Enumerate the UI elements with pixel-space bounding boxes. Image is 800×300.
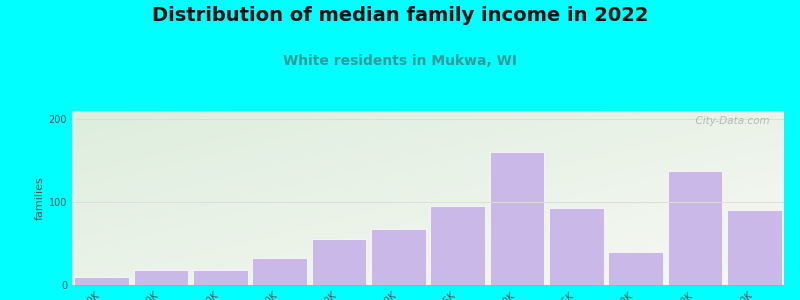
Bar bbox=[549, 208, 604, 285]
Bar bbox=[430, 206, 485, 285]
Bar bbox=[608, 252, 663, 285]
Bar bbox=[252, 259, 307, 285]
Bar bbox=[134, 270, 188, 285]
Y-axis label: families: families bbox=[34, 176, 45, 220]
Bar bbox=[727, 210, 782, 285]
Bar bbox=[668, 171, 722, 285]
Text: City-Data.com: City-Data.com bbox=[689, 116, 770, 126]
Bar bbox=[74, 277, 129, 285]
Bar bbox=[312, 239, 366, 285]
Bar bbox=[193, 270, 248, 285]
Bar bbox=[490, 152, 544, 285]
Text: White residents in Mukwa, WI: White residents in Mukwa, WI bbox=[283, 54, 517, 68]
Bar bbox=[371, 229, 426, 285]
Text: Distribution of median family income in 2022: Distribution of median family income in … bbox=[152, 6, 648, 25]
